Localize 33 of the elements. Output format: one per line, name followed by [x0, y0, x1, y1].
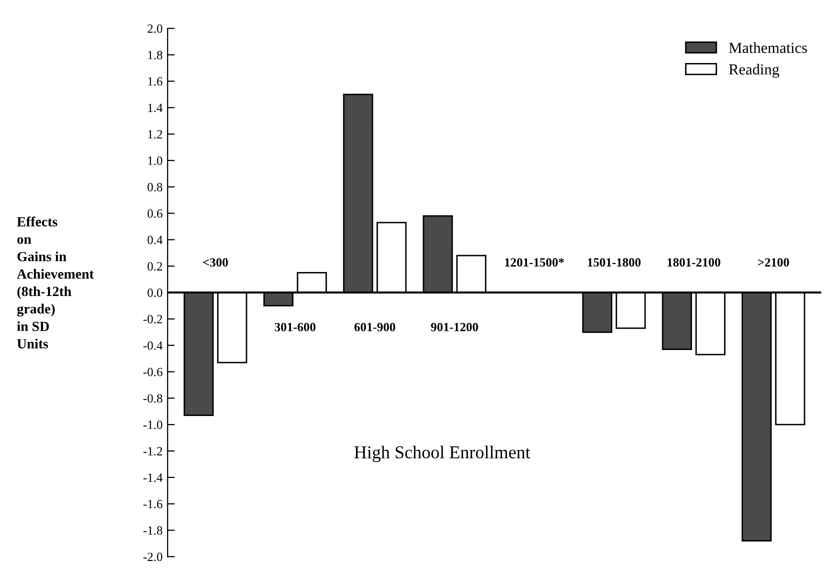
- legend-label: Mathematics: [729, 42, 807, 53]
- x-tick-label: <300: [203, 258, 228, 267]
- x-tick-label: 1201-1500*: [505, 258, 564, 267]
- y-tick-label: -1.0: [143, 420, 162, 430]
- y-tick-label: 1.8: [148, 50, 162, 60]
- x-tick-label: 901-1200: [430, 322, 478, 332]
- y-tick-label: 0.4: [148, 236, 163, 244]
- x-tick-label: 601-900: [354, 322, 396, 332]
- y-tick-label: -1.2: [143, 447, 162, 456]
- y-tick-label: -1.8: [143, 526, 162, 535]
- y-tick-label: -0.2: [143, 314, 162, 324]
- y-tick-label: -0.4: [143, 341, 163, 350]
- x-tick-label: 1801-2100: [668, 258, 720, 267]
- y-tick-label: 1.0: [148, 156, 162, 165]
- y-tick-label: 0.0: [148, 288, 162, 298]
- y-tick-label: 1.6: [148, 77, 162, 86]
- y-tick-label: -1.4: [143, 473, 163, 482]
- y-tick-label: -2.0: [143, 552, 162, 562]
- y-tick-label: 0.2: [148, 262, 162, 271]
- y-tick-label: -0.8: [143, 394, 162, 403]
- x-tick-label: 1501-1800: [588, 258, 641, 267]
- y-tick-label: 0.6: [148, 209, 162, 218]
- y-tick-label: 2.0: [148, 24, 162, 33]
- x-tick-label: >2100: [758, 258, 789, 267]
- y-tick-label: 1.2: [148, 130, 162, 139]
- y-tick-label: -0.6: [143, 368, 162, 376]
- y-tick-label: 0.8: [148, 182, 162, 192]
- y-tick-label: -1.6: [143, 500, 162, 508]
- y-axis-title: Effects on Gains in Achievement (8th-12th grade) in SD Units: [16, 216, 94, 348]
- x-axis-title: High School Enrollment: [354, 446, 530, 462]
- x-tick-label: 301-600: [274, 322, 316, 332]
- legend-label: Reading: [729, 64, 780, 78]
- y-tick-label: 1.4: [148, 104, 163, 112]
